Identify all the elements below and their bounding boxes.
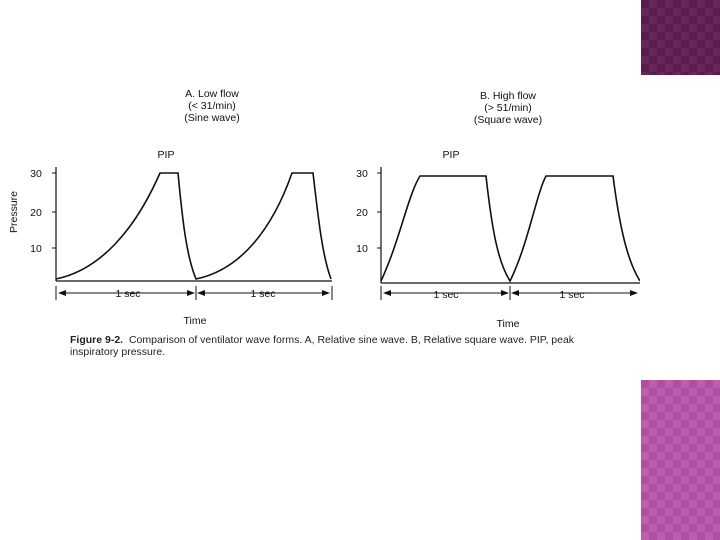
panel-b-square-waveform bbox=[380, 175, 640, 283]
panel-b-arrowhead-2-right bbox=[630, 290, 638, 296]
panel-a-title-line-2: (< 31/min) bbox=[188, 100, 236, 112]
panel-a-y-tick-20: 20 bbox=[30, 207, 42, 219]
panel-b-pip-label: PIP bbox=[443, 149, 460, 161]
panel-b-y-tick-30: 30 bbox=[356, 168, 368, 180]
panel-b-y-tick-10: 10 bbox=[356, 243, 368, 255]
figure-caption-label: Figure 9-2. bbox=[70, 334, 124, 346]
panel-a-arrowhead-2-left bbox=[197, 290, 205, 296]
figure-caption-text: Comparison of ventilator wave forms. A, … bbox=[70, 334, 575, 358]
panel-a-arrowhead-1-right bbox=[187, 290, 195, 296]
panel-a-arrowhead-1-left bbox=[58, 290, 66, 296]
panel-b-duration-label-2: 1 sec bbox=[559, 289, 584, 301]
panel-a-y-axis-label: Pressure bbox=[8, 191, 20, 233]
panel-a-title-line-3: (Sine wave) bbox=[184, 112, 239, 124]
panel-b: B. High flow (> 51/min) (Square wave) PI… bbox=[356, 90, 640, 330]
panel-a-duration-label-2: 1 sec bbox=[250, 288, 275, 300]
panel-b-duration-label-1: 1 sec bbox=[433, 289, 458, 301]
panel-b-arrowhead-1-right bbox=[501, 290, 509, 296]
panel-b-title-line-1: B. High flow bbox=[480, 90, 536, 102]
panel-a-arrowhead-2-right bbox=[322, 290, 330, 296]
panel-b-title-line-2: (> 51/min) bbox=[484, 102, 532, 114]
slide-decoration-bottom bbox=[641, 380, 720, 540]
panel-b-arrowhead-2-left bbox=[511, 290, 519, 296]
panel-a-duration-label-1: 1 sec bbox=[115, 288, 140, 300]
panel-b-arrowhead-1-left bbox=[383, 290, 391, 296]
slide-decoration-top bbox=[641, 0, 720, 75]
panel-a-y-tick-10: 10 bbox=[30, 243, 42, 255]
panel-b-y-tick-20: 20 bbox=[356, 207, 368, 219]
panel-a-sine-waveform bbox=[55, 172, 332, 280]
panel-a: A. Low flow (< 31/min) (Sine wave) PIP P… bbox=[8, 88, 333, 327]
panel-b-title-line-3: (Square wave) bbox=[474, 114, 542, 126]
panel-a-y-tick-30: 30 bbox=[30, 168, 42, 180]
panel-b-x-axis-label: Time bbox=[497, 318, 520, 330]
panel-a-x-axis-label: Time bbox=[184, 315, 207, 327]
panel-a-pip-label: PIP bbox=[158, 149, 175, 161]
ventilator-waveform-figure: A. Low flow (< 31/min) (Sine wave) PIP P… bbox=[8, 88, 640, 330]
panel-a-title-line-1: A. Low flow bbox=[185, 88, 239, 100]
figure-caption: Figure 9-2. Comparison of ventilator wav… bbox=[70, 334, 590, 358]
